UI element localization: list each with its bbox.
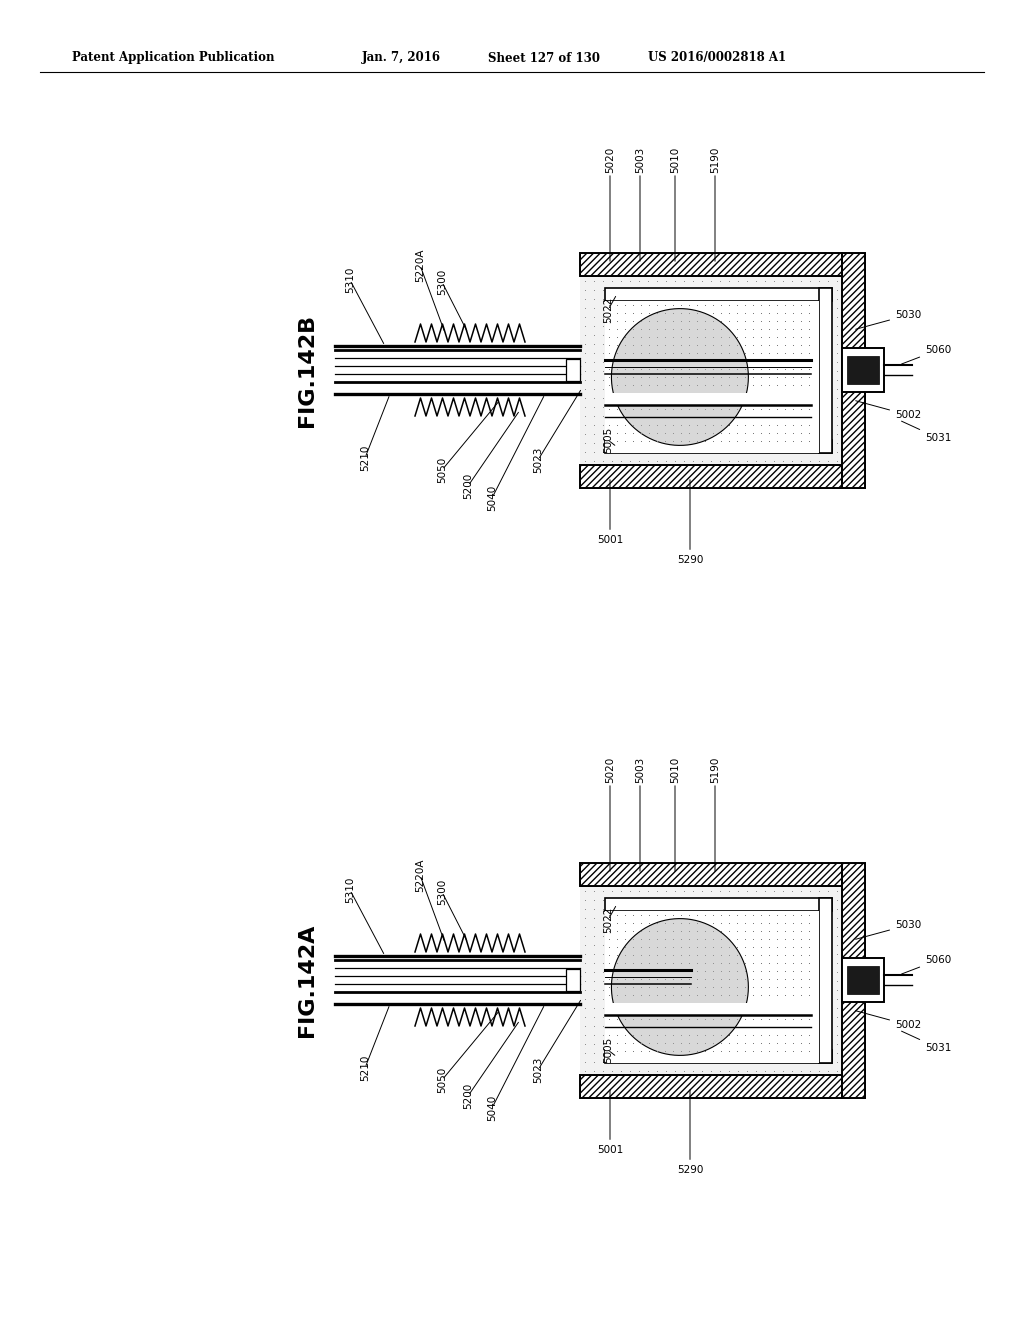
Bar	[842, 253, 865, 488]
Text: 5030: 5030	[856, 920, 922, 940]
Text: 5003: 5003	[635, 756, 645, 783]
Text: Patent Application Publication: Patent Application Publication	[72, 51, 274, 65]
Text: 5030: 5030	[856, 310, 922, 329]
Text: 5023: 5023	[534, 1057, 543, 1084]
Text: 5190: 5190	[710, 147, 720, 173]
Bar	[842, 863, 865, 1098]
Bar	[605, 898, 831, 911]
Bar	[605, 301, 819, 453]
Text: 5310: 5310	[345, 267, 355, 293]
Text: US 2016/0002818 A1: US 2016/0002818 A1	[648, 51, 786, 65]
Bar	[566, 359, 580, 381]
Bar	[580, 863, 842, 886]
Text: 5005: 5005	[603, 1038, 613, 1063]
Polygon shape	[611, 309, 749, 445]
Text: 5040: 5040	[487, 1094, 497, 1121]
Text: 5023: 5023	[534, 446, 543, 473]
Bar	[580, 253, 842, 276]
Bar	[580, 1074, 842, 1098]
Bar	[819, 898, 831, 1063]
Text: 5005: 5005	[603, 426, 613, 453]
Bar	[580, 1074, 842, 1098]
Text: 5001: 5001	[597, 1090, 624, 1155]
Bar	[819, 288, 831, 453]
Bar	[580, 863, 842, 886]
Text: 5060: 5060	[901, 954, 951, 974]
Text: 5010: 5010	[670, 147, 680, 173]
Text: 5003: 5003	[635, 147, 645, 173]
Text: FIG.142B: FIG.142B	[297, 313, 317, 426]
Text: 5210: 5210	[360, 1055, 370, 1081]
Bar	[605, 911, 819, 1063]
Text: 5290: 5290	[677, 479, 703, 565]
Text: 5050: 5050	[437, 457, 447, 483]
Bar	[605, 440, 831, 453]
Bar	[605, 1049, 831, 1063]
Text: 5031: 5031	[901, 421, 951, 444]
Text: 5020: 5020	[605, 756, 615, 783]
Text: 5190: 5190	[710, 756, 720, 783]
Polygon shape	[611, 919, 749, 1056]
Bar	[580, 465, 842, 488]
Text: FIG.142A: FIG.142A	[297, 923, 317, 1036]
Bar	[847, 356, 879, 384]
Bar	[842, 253, 865, 488]
Text: 5002: 5002	[856, 401, 922, 420]
Text: 5001: 5001	[597, 479, 624, 545]
Text: 5310: 5310	[345, 876, 355, 903]
Text: 5200: 5200	[463, 473, 473, 499]
Text: 5031: 5031	[901, 1031, 951, 1053]
Text: Sheet 127 of 130: Sheet 127 of 130	[488, 51, 600, 65]
Text: 5020: 5020	[605, 147, 615, 173]
Bar	[842, 348, 884, 392]
Text: 5022: 5022	[603, 907, 613, 933]
Bar	[566, 969, 580, 991]
Bar	[580, 465, 842, 488]
Bar	[605, 1003, 811, 1015]
Text: 5060: 5060	[901, 345, 951, 364]
Bar	[580, 276, 842, 465]
Text: 5210: 5210	[360, 445, 370, 471]
Bar	[842, 958, 884, 1002]
Text: 5220A: 5220A	[415, 858, 425, 892]
Bar	[580, 253, 842, 276]
Text: 5010: 5010	[670, 756, 680, 783]
Text: 5022: 5022	[603, 297, 613, 323]
Bar	[580, 886, 842, 1074]
Text: 5220A: 5220A	[415, 248, 425, 281]
Bar	[605, 393, 811, 405]
Bar	[842, 863, 865, 1098]
Bar	[605, 288, 831, 301]
Text: 5002: 5002	[856, 1011, 922, 1030]
Text: 5290: 5290	[677, 1090, 703, 1175]
Text: 5040: 5040	[487, 484, 497, 511]
Bar	[847, 966, 879, 994]
Text: 5300: 5300	[437, 269, 447, 296]
Text: 5300: 5300	[437, 879, 447, 906]
Text: 5200: 5200	[463, 1082, 473, 1109]
Text: 5050: 5050	[437, 1067, 447, 1093]
Text: Jan. 7, 2016: Jan. 7, 2016	[362, 51, 441, 65]
